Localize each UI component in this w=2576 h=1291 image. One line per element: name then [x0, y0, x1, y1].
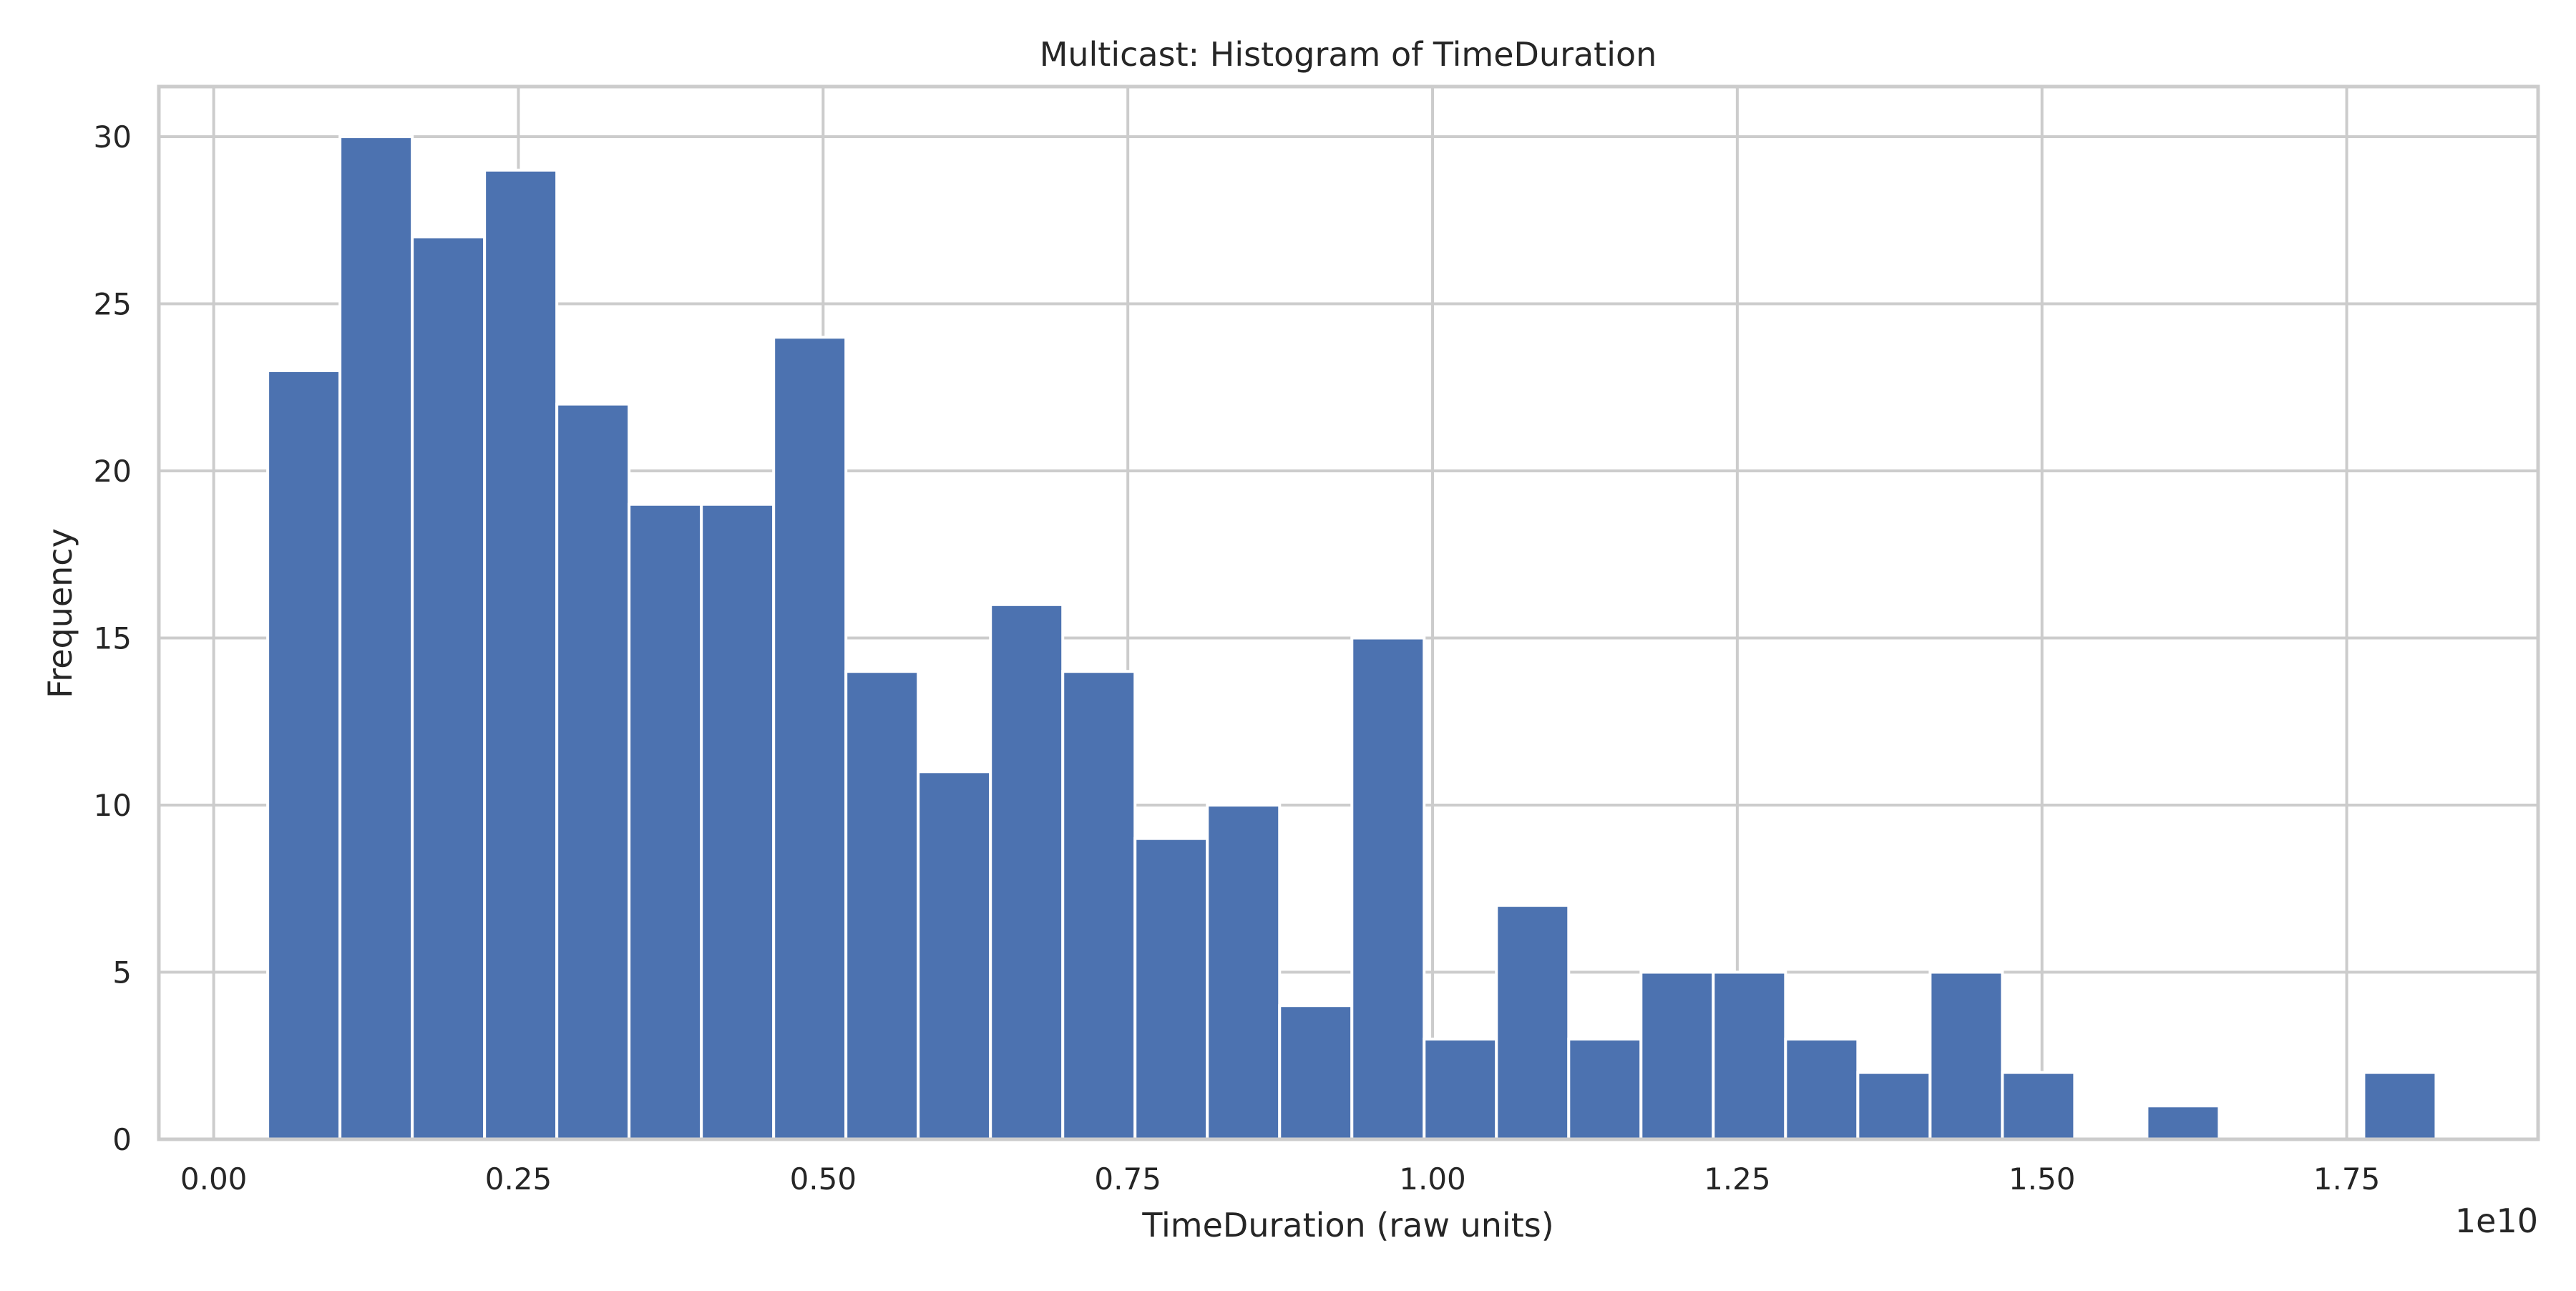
y-tick-label: 10: [94, 788, 132, 823]
histogram-bar: [1712, 970, 1787, 1141]
histogram-bar: [1206, 804, 1282, 1141]
y-axis-ticks: 0 5 10 15 20 25 30: [94, 120, 132, 1157]
histogram-bar: [338, 135, 414, 1141]
x-tick-label: 0.75: [1094, 1161, 1161, 1197]
x-tick-label: 1.00: [1399, 1161, 1466, 1197]
y-tick-label: 0: [112, 1122, 132, 1157]
histogram-bar: [1856, 1071, 1932, 1141]
histogram-bar: [628, 502, 703, 1141]
histogram-bar: [917, 770, 992, 1141]
histogram-bar: [2001, 1071, 2077, 1141]
histogram-bar: [1639, 970, 1715, 1141]
x-tick-label: 0.50: [790, 1161, 857, 1197]
y-axis-label: Frequency: [41, 528, 79, 698]
y-tick-label: 15: [94, 621, 132, 656]
histogram-bar: [483, 168, 559, 1141]
histogram-bar: [1423, 1037, 1498, 1141]
chart-title: Multicast: Histogram of TimeDuration: [1040, 35, 1657, 74]
histogram-bar: [1133, 837, 1209, 1141]
histogram-bar: [1278, 1004, 1354, 1141]
x-axis-label: TimeDuration (raw units): [1141, 1206, 1553, 1244]
x-axis-offset-label: 1e10: [2455, 1202, 2538, 1240]
histogram-bar: [2362, 1071, 2438, 1141]
y-tick-label: 20: [94, 454, 132, 489]
histogram-bar: [266, 369, 342, 1141]
histogram-bar: [1784, 1037, 1860, 1141]
x-tick-label: 1.50: [2009, 1161, 2076, 1197]
histogram-bar: [1495, 904, 1571, 1141]
histogram-bars: [266, 135, 2438, 1141]
y-tick-label: 5: [112, 955, 132, 990]
histogram-bar: [411, 235, 487, 1141]
plot-frame: [157, 84, 2540, 1141]
histogram-bar: [1928, 970, 2004, 1141]
x-tick-label: 1.25: [1704, 1161, 1771, 1197]
histogram-bar: [1567, 1037, 1643, 1141]
x-axis-ticks: 0.00 0.25 0.50 0.75 1.00 1.25 1.50 1.75: [180, 1161, 2380, 1197]
histogram-bar: [1061, 670, 1137, 1141]
x-tick-label: 1.75: [2313, 1161, 2381, 1197]
histogram-bar: [1350, 636, 1426, 1141]
x-tick-label: 0.00: [180, 1161, 248, 1197]
histogram-bar: [555, 402, 631, 1141]
histogram-bar: [844, 670, 920, 1141]
histogram-bar: [989, 603, 1065, 1141]
histogram-bar: [772, 336, 848, 1141]
x-tick-label: 0.25: [485, 1161, 552, 1197]
histogram-bar: [700, 502, 776, 1141]
y-tick-label: 30: [94, 120, 132, 155]
histogram-bar: [2145, 1104, 2221, 1141]
y-tick-label: 25: [94, 287, 132, 322]
